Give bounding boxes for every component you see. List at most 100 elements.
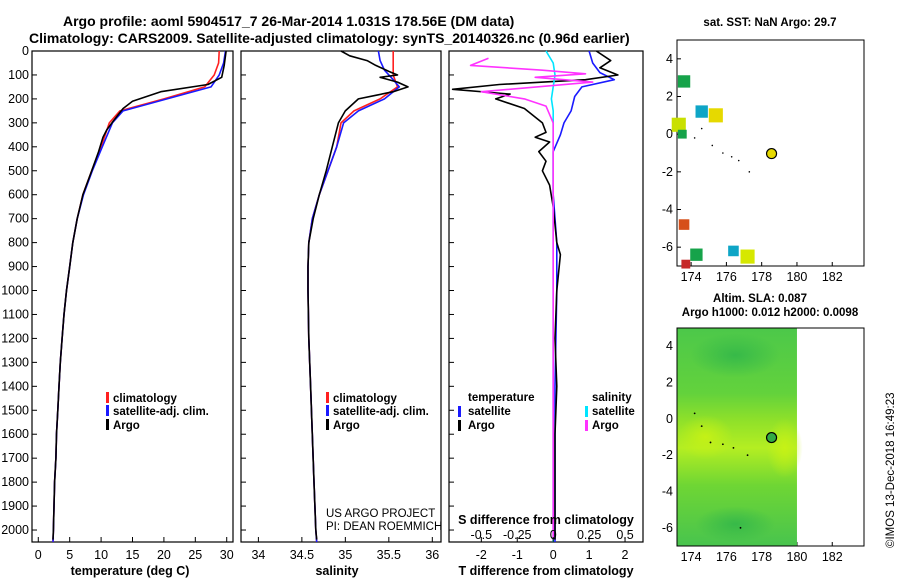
legend-swatch-climatology (106, 392, 109, 403)
depth-tick-label: 700 (8, 212, 29, 226)
difference-series (451, 50, 619, 542)
island-dot (709, 441, 712, 444)
map-lat-tick-label: 2 (666, 90, 673, 104)
x-tick-label: 1 (586, 548, 593, 562)
map-lon-tick-label: 174 (681, 270, 702, 284)
depth-tick-label: 300 (8, 116, 29, 130)
x-tick-label: 5 (66, 548, 73, 562)
legend-swatch-t-satellite (458, 406, 461, 417)
depth-tick-label: 1900 (1, 499, 29, 513)
map-lon-tick-label: 176 (716, 550, 737, 564)
difference-legend: temperature satellite Argo salinity sate… (458, 392, 635, 432)
x-tick-label: 15 (126, 548, 140, 562)
series-line-argo (52, 50, 227, 540)
depth-tick-label: 1400 (1, 379, 29, 393)
island-dot (693, 412, 696, 415)
x-tick-label: 36 (425, 548, 439, 562)
series-line-satellite-adj-clim- (52, 50, 227, 543)
sla-map-subtitle: Argo h1000: 0.012 h2000: 0.0098 (682, 307, 859, 319)
project-note-line1: US ARGO PROJECT (326, 508, 435, 520)
project-note-line2: PI: DEAN ROEMMICH (326, 521, 442, 533)
depth-tick-label: 1000 (1, 284, 29, 298)
temperature-panel-frame (31, 50, 234, 543)
x-tick-label: -1 (512, 548, 523, 562)
depth-tick-label: 900 (8, 260, 29, 274)
legend-swatch-s-satellite (585, 406, 588, 417)
x-tick-label: 2 (622, 548, 629, 562)
sst-cell (678, 219, 690, 230)
legend-s-argo: Argo (592, 420, 619, 432)
legend-swatch-argo (326, 419, 329, 430)
series-line-satellite-adj-clim- (307, 50, 401, 543)
sla-high-patch (766, 417, 803, 478)
sst-map-frame (676, 39, 865, 267)
sst-cell (708, 108, 723, 123)
sst-cell (695, 105, 708, 118)
difference-panel-frame (448, 50, 644, 543)
legend-temperature-title: temperature (468, 392, 534, 404)
legend-swatch-s-argo (585, 420, 588, 431)
temperature-series (52, 50, 227, 543)
map-lat-tick-label: -2 (662, 448, 673, 462)
island-dot (732, 447, 735, 449)
s-tick-label: -0.25 (503, 528, 532, 542)
x-tick-label: 35.5 (377, 548, 401, 562)
depth-axis: 0 100 200 300 400 500 600 700 800 900 1000 1100 1200… (1, 44, 454, 537)
x-tick-label: 0 (35, 548, 42, 562)
sla-map-frame (676, 327, 865, 547)
legend-satellite: satellite-adj. clim. (113, 406, 209, 418)
figure-title-line1: Argo profile: aoml 5904517_7 26-Mar-2014… (63, 13, 514, 29)
salinity-xlabel: salinity (315, 564, 358, 578)
sla-high-patch (677, 415, 734, 459)
legend-swatch-climatology (326, 392, 329, 403)
profile-location-marker (765, 147, 778, 160)
series-line-s-satellite (545, 50, 556, 542)
depth-tick-label: 2000 (1, 523, 29, 537)
sla-map: 174 176 178 180 182 4 2 0 -2 -4 -6 (662, 328, 843, 564)
depth-tick-label: 400 (8, 140, 29, 154)
island-dot (737, 159, 740, 162)
sla-map-title: Altim. SLA: 0.087 (713, 293, 807, 305)
depth-tick-label: 600 (8, 188, 29, 202)
s-tick-label: -0.5 (471, 528, 493, 542)
sla-low-patch (690, 333, 781, 378)
x-axis-ticks: 0 5 10 15 20 25 30 34 34.5 35 35.5 36 -2 -1 0 1 2 -0.5 -0.… (35, 528, 634, 562)
series-line-climatology (307, 51, 399, 543)
difference-xlabel: T difference from climatology (458, 564, 633, 578)
legend-swatch-satellite (106, 405, 109, 416)
legend-argo: Argo (333, 420, 360, 432)
map-lat-tick-label: -4 (662, 485, 673, 499)
island-dot (739, 526, 742, 529)
island-dot (711, 144, 714, 147)
series-line-climatology (52, 50, 220, 543)
map-lon-tick-label: 180 (787, 550, 808, 564)
x-tick-label: 34.5 (290, 548, 314, 562)
sst-cell (671, 117, 686, 132)
legend-t-satellite: satellite (468, 406, 511, 418)
depth-tick-label: 0 (22, 44, 29, 58)
map-lon-tick-label: 174 (681, 550, 702, 564)
map-lat-tick-label: 2 (666, 376, 673, 390)
map-lon-tick-label: 180 (787, 270, 808, 284)
map-lon-tick-label: 178 (751, 550, 772, 564)
salinity-series (307, 50, 409, 543)
island-dot (748, 171, 751, 173)
legend-swatch-satellite (326, 405, 329, 416)
legend-argo: Argo (113, 420, 140, 432)
map-lat-tick-label: 0 (666, 127, 673, 141)
island-dot (700, 425, 703, 427)
depth-tick-label: 500 (8, 164, 29, 178)
island-dot (721, 443, 724, 446)
legend-climatology: climatology (333, 393, 398, 405)
island-dot (700, 127, 703, 130)
map-lon-tick-label: 178 (751, 270, 772, 284)
x-tick-label: -2 (476, 548, 487, 562)
depth-tick-label: 1200 (1, 331, 29, 345)
sst-map-title: sat. SST: NaN Argo: 29.7 (703, 17, 836, 29)
temperature-xlabel: temperature (deg C) (71, 564, 190, 578)
salinity-legend: climatology satellite-adj. clim. Argo US… (326, 392, 442, 533)
x-tick-label: 30 (220, 548, 234, 562)
sst-cell (728, 245, 739, 257)
depth-tick-label: 1500 (1, 403, 29, 417)
